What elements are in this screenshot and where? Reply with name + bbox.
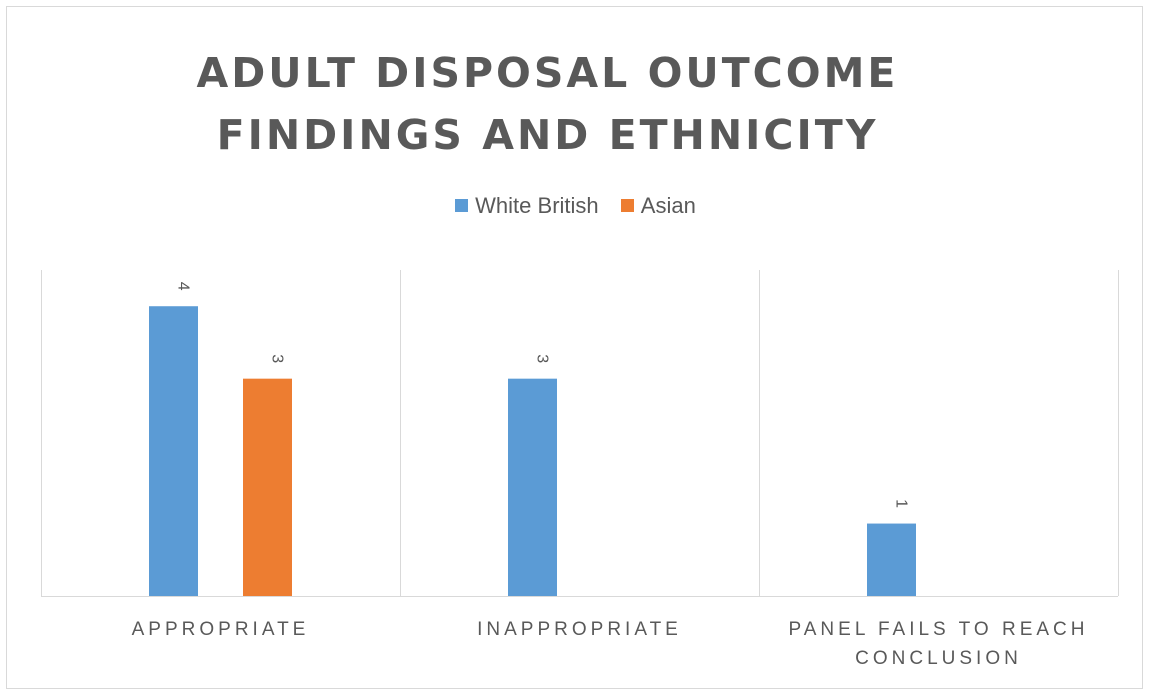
legend-label-asian: Asian [640, 192, 696, 218]
bar-white-british [149, 306, 198, 596]
chart-title-line-1: ADULT DISPOSAL OUTCOME [196, 49, 899, 97]
x-axis-label-panel-fails: PANEL FAILS TO REACH CONCLUSION [759, 615, 1118, 673]
legend-item-white-british: White British [455, 192, 599, 219]
x-axis-label-line: APPROPRIATE [131, 619, 310, 640]
legend-item-asian: Asian [620, 192, 696, 219]
chart-title-line-2: FINDINGS AND ETHNICITY [216, 111, 879, 159]
data-label: 4 [175, 282, 192, 291]
x-axis-label-line: CONCLUSION [855, 648, 1022, 669]
x-axis-label-line: PANEL FAILS TO REACH [788, 619, 1089, 640]
x-axis-label-inappropriate: INAPPROPRIATE [400, 615, 759, 644]
chart-legend: White British Asian [0, 192, 1151, 219]
x-axis-label-appropriate: APPROPRIATE [41, 615, 400, 644]
legend-swatch-white-british [455, 199, 469, 212]
legend-swatch-asian [620, 199, 634, 212]
bar-white-british [508, 378, 557, 596]
data-label: 1 [893, 499, 910, 508]
x-axis-label-line: INAPPROPRIATE [477, 619, 682, 640]
data-label: 3 [269, 354, 286, 363]
chart-title: ADULT DISPOSAL OUTCOME FINDINGS AND ETHN… [0, 42, 1095, 166]
legend-label-white-british: White British [475, 192, 599, 218]
bar-asian [243, 378, 292, 596]
data-label: 3 [534, 354, 551, 363]
bar-white-british [867, 523, 916, 596]
